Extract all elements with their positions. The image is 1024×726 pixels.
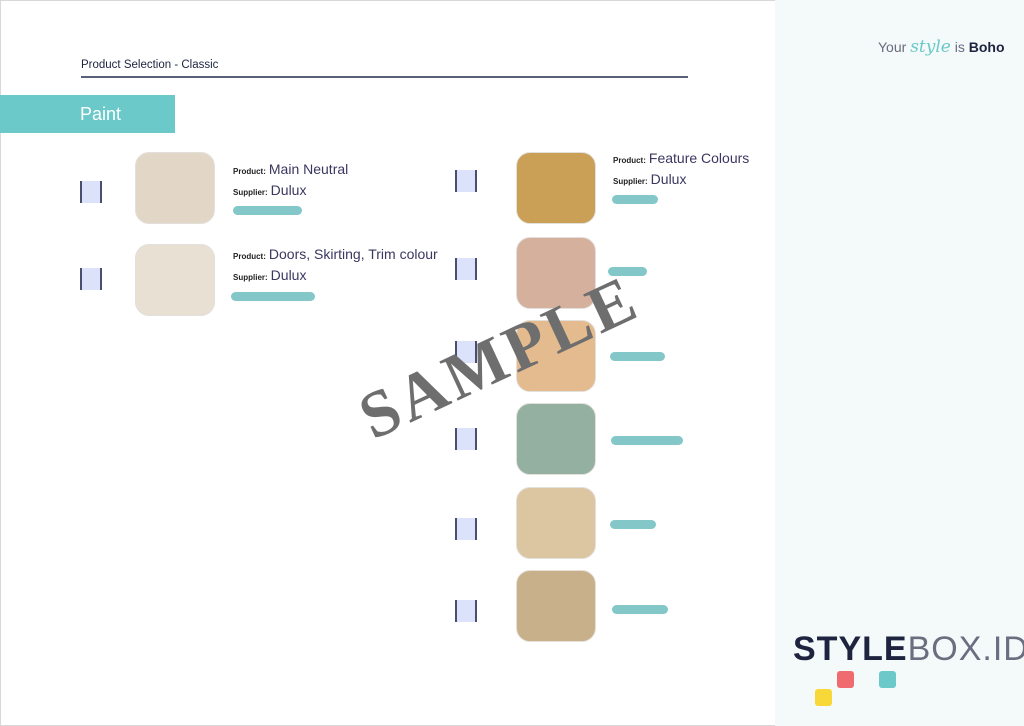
stylebox-logo: STYLEBOX.ID <box>793 630 1024 669</box>
product-label: Product: <box>613 156 646 165</box>
supplier-label: Supplier: <box>233 188 268 197</box>
logo-bold: STYLE <box>793 630 908 668</box>
supplier-name: Dulux <box>650 171 687 187</box>
tagline-style: style <box>910 37 951 57</box>
tagline-middle: is <box>954 39 965 55</box>
paint-swatch <box>135 244 215 316</box>
paint-swatch <box>516 152 596 224</box>
logo-square-teal <box>879 671 896 688</box>
product-info: Product: Feature Colours Supplier: Dulux <box>613 149 749 191</box>
supplier-label: Supplier: <box>233 273 268 282</box>
section-header-paint: Paint <box>0 95 175 133</box>
logo-square-red <box>837 671 854 688</box>
logo-light: BOX.ID <box>907 630 1024 668</box>
product-label: Product: <box>233 167 266 176</box>
supplier-label: Supplier: <box>613 177 648 186</box>
redacted-text <box>231 292 315 301</box>
checkbox[interactable] <box>455 428 477 450</box>
product-info: Product: Doors, Skirting, Trim colour Sup… <box>233 245 438 287</box>
redacted-text <box>612 195 658 204</box>
supplier-name: Dulux <box>270 182 307 198</box>
redacted-text <box>233 206 302 215</box>
paint-swatch <box>135 152 215 224</box>
tagline-style-name: Boho <box>968 39 1005 55</box>
title-underline <box>81 76 688 78</box>
supplier-name: Dulux <box>270 267 307 283</box>
paint-swatch <box>516 237 596 309</box>
redacted-text <box>612 605 668 614</box>
tagline: Your style is Boho <box>878 37 1005 57</box>
checkbox[interactable] <box>455 170 477 192</box>
product-name: Main Neutral <box>268 161 349 177</box>
product-name: Doors, Skirting, Trim colour <box>268 246 438 262</box>
redacted-text <box>608 267 647 276</box>
checkbox[interactable] <box>455 518 477 540</box>
logo-square-yellow <box>815 689 832 706</box>
checkbox[interactable] <box>455 600 477 622</box>
paint-swatch <box>516 487 596 559</box>
product-info: Product: Main Neutral Supplier: Dulux <box>233 160 348 202</box>
section-label: Paint <box>80 104 122 124</box>
checkbox[interactable] <box>455 258 477 280</box>
redacted-text <box>611 436 683 445</box>
checkbox[interactable] <box>455 341 477 363</box>
tagline-prefix: Your <box>878 39 907 55</box>
page-title: Product Selection - Classic <box>81 59 219 71</box>
checkbox[interactable] <box>80 181 102 203</box>
paint-swatch <box>516 403 596 475</box>
paint-swatch <box>516 320 596 392</box>
brand-sidebar <box>775 0 1024 726</box>
product-label: Product: <box>233 252 266 261</box>
redacted-text <box>610 352 665 361</box>
paint-swatch <box>516 570 596 642</box>
checkbox[interactable] <box>80 268 102 290</box>
product-name: Feature Colours <box>648 150 750 166</box>
redacted-text <box>610 520 656 529</box>
